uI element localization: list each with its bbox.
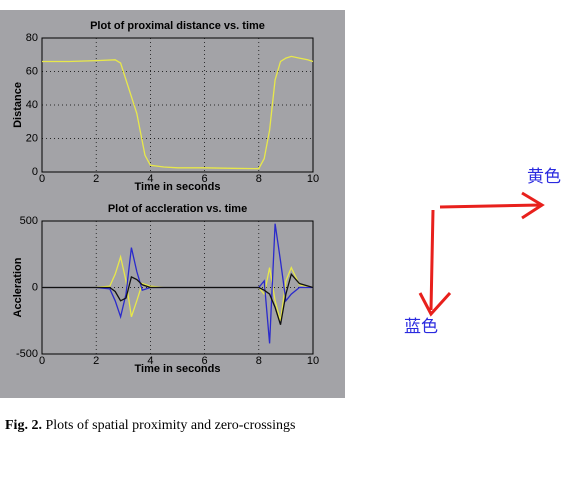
x-tick-label: 0 (39, 173, 45, 185)
y-tick-label: 500 (20, 215, 38, 227)
x-tick-label: 10 (307, 173, 319, 185)
arrows (418, 191, 545, 317)
y-tick-label: 0 (32, 281, 38, 293)
y-tick-label: 40 (26, 99, 38, 111)
x-axis-label: Time in seconds (135, 363, 221, 375)
caption: Fig. 2. Plots of spatial proximity and z… (5, 418, 295, 434)
y-tick-label: -500 (16, 348, 38, 360)
x-tick-label: 6 (202, 173, 208, 185)
data-line (42, 272, 314, 325)
caption-label: Fig. 2. (5, 418, 42, 433)
arrow-right (439, 191, 545, 220)
x-tick-label: 4 (147, 355, 153, 367)
annotation: 蓝色 (404, 317, 438, 337)
x-tick-label: 2 (93, 173, 99, 185)
x-tick-label: 8 (256, 355, 262, 367)
y-axis-label: Distance (12, 82, 24, 128)
x-tick-label: 8 (256, 173, 262, 185)
y-tick-label: 60 (26, 65, 38, 77)
y-tick-label: 20 (26, 132, 38, 144)
chart-title: Plot of accleration vs. time (108, 203, 247, 215)
x-axis-label: Time in seconds (135, 181, 221, 193)
y-tick-label: 0 (32, 166, 38, 178)
data-line (42, 55, 314, 170)
figure: Plot of proximal distance vs. time Time i… (0, 10, 545, 398)
chart-title: Plot of proximal distance vs. time (90, 20, 265, 32)
arrow-down (418, 209, 452, 317)
x-tick-label: 6 (202, 355, 208, 367)
caption-text: Plots of spatial proximity and zero-cros… (45, 418, 296, 433)
x-tick-label: 10 (307, 355, 319, 367)
y-axis-label: Accleration (12, 257, 24, 317)
x-tick-label: 2 (93, 355, 99, 367)
annotation: 黄色 (527, 167, 561, 187)
y-tick-label: 80 (26, 32, 38, 44)
x-tick-label: 4 (147, 173, 153, 185)
x-tick-label: 0 (39, 355, 45, 367)
